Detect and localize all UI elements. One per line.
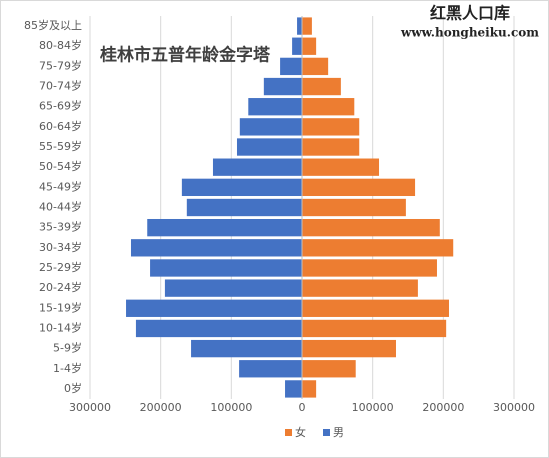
y-tick-label: 45-49岁 [39, 179, 82, 193]
bar [302, 259, 437, 277]
watermark-url: www.hongheiku.com [400, 26, 539, 40]
bar [302, 360, 356, 378]
bar [302, 380, 317, 398]
y-tick-label: 0岁 [64, 381, 82, 395]
bar [212, 158, 302, 176]
bar [302, 239, 454, 257]
x-tick-label: 300000 [69, 401, 111, 414]
y-tick-label: 55-59岁 [39, 139, 82, 153]
bar [302, 279, 418, 297]
y-tick-label: 30-34岁 [39, 240, 82, 254]
bar [302, 339, 396, 358]
bar [302, 198, 406, 217]
x-tick-label: 100000 [352, 401, 394, 414]
chart-title: 桂林市五普年龄金字塔 [99, 45, 271, 66]
x-tick-label: 100000 [210, 401, 252, 414]
x-tick-label: 0 [299, 401, 306, 414]
bar [297, 17, 302, 35]
x-tick-label: 200000 [422, 401, 464, 414]
y-tick-label: 1-4岁 [53, 361, 82, 375]
bar [302, 57, 329, 76]
y-tick-label: 20-24岁 [39, 280, 82, 294]
legend-label: 女 [295, 425, 306, 439]
bar [130, 239, 302, 257]
bar [285, 380, 302, 398]
bar [302, 218, 440, 237]
bar [302, 138, 360, 156]
y-tick-label: 25-29岁 [39, 260, 82, 274]
y-tick-label: 15-19岁 [39, 300, 82, 314]
y-tick-label: 5-9岁 [53, 341, 82, 355]
y-tick-label: 35-39岁 [39, 220, 82, 234]
bar [302, 37, 317, 55]
bar [248, 98, 302, 116]
y-tick-label: 60-64岁 [39, 119, 82, 133]
y-tick-label: 85岁及以上 [24, 18, 82, 32]
bar [239, 360, 302, 378]
bar [302, 158, 380, 176]
bar [191, 339, 302, 358]
bar [302, 98, 355, 116]
bar [236, 138, 302, 156]
bar [302, 299, 449, 317]
y-tick-label: 80-84岁 [39, 38, 82, 52]
y-tick-label: 70-74岁 [39, 79, 82, 93]
bar [186, 198, 302, 217]
bar [135, 319, 302, 338]
legend-swatch [323, 429, 330, 436]
y-tick-label: 50-54岁 [39, 159, 82, 173]
bar [126, 299, 302, 317]
bar [302, 17, 312, 35]
watermark: 红黑人口库 [430, 4, 510, 23]
x-tick-label: 200000 [140, 401, 182, 414]
bar [302, 178, 416, 197]
bar [302, 118, 360, 136]
x-tick-label: 300000 [493, 401, 535, 414]
y-tick-label: 40-44岁 [39, 200, 82, 214]
bar [164, 279, 302, 297]
bar [263, 77, 302, 96]
y-tick-label: 10-14岁 [39, 320, 82, 334]
legend-swatch [285, 429, 292, 436]
bar [239, 118, 302, 136]
legend-label: 男 [333, 426, 344, 439]
bar [147, 218, 302, 237]
bar [150, 259, 302, 277]
bar [280, 57, 302, 76]
y-tick-label: 75-79岁 [39, 58, 82, 72]
y-tick-label: 65-69岁 [39, 99, 82, 113]
bar [292, 37, 302, 55]
bar [181, 178, 302, 197]
bar [302, 319, 447, 338]
bar [302, 77, 341, 96]
